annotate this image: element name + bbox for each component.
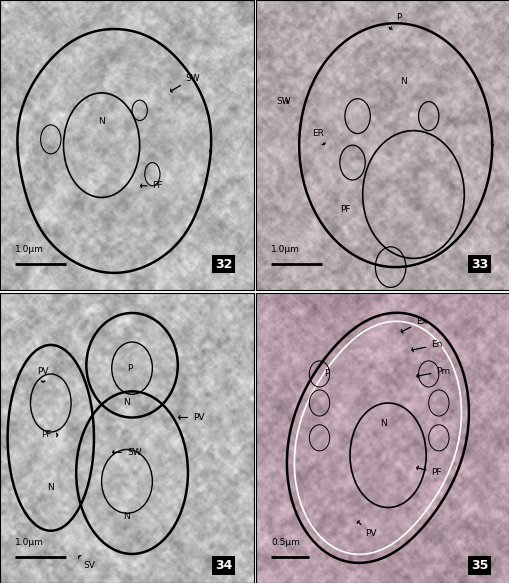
Text: P: P: [127, 364, 132, 373]
Text: PV: PV: [356, 521, 376, 538]
Text: PV: PV: [37, 367, 49, 382]
Text: PF: PF: [140, 181, 162, 190]
Text: 1.0μm: 1.0μm: [15, 538, 44, 547]
Text: 1.0μm: 1.0μm: [271, 245, 299, 254]
Text: P: P: [324, 370, 329, 378]
Text: ER: ER: [312, 129, 325, 145]
Text: 33: 33: [470, 258, 487, 271]
Text: N: N: [399, 77, 406, 86]
Text: SV: SV: [78, 556, 96, 570]
Text: PV: PV: [178, 413, 204, 422]
Text: SW: SW: [276, 97, 291, 106]
Text: PF: PF: [41, 430, 58, 440]
Text: PF: PF: [339, 205, 350, 213]
Text: N: N: [123, 512, 130, 521]
Text: P: P: [388, 13, 400, 29]
Text: 32: 32: [214, 258, 232, 271]
Text: PF: PF: [416, 466, 441, 477]
Text: N: N: [98, 117, 105, 127]
Text: SW: SW: [171, 74, 200, 92]
Text: N: N: [47, 483, 54, 491]
Text: En: En: [411, 340, 442, 352]
Text: Ex: Ex: [401, 317, 426, 333]
Text: SW: SW: [112, 448, 142, 457]
Text: Pm: Pm: [416, 367, 449, 378]
Text: 0.5μm: 0.5μm: [271, 538, 299, 547]
Text: N: N: [379, 419, 386, 428]
Text: 35: 35: [470, 559, 487, 572]
Text: 1.0μm: 1.0μm: [15, 245, 44, 254]
Text: 34: 34: [214, 559, 232, 572]
Text: N: N: [123, 399, 130, 408]
